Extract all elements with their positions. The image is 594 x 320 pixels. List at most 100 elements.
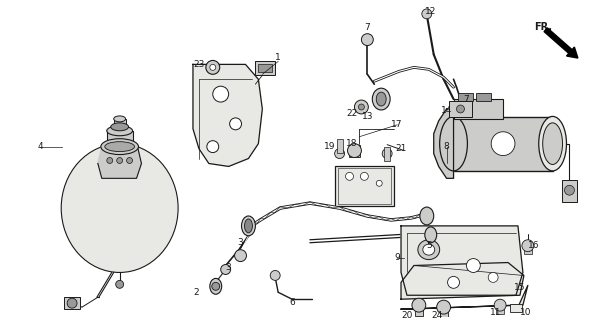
Text: 23: 23 — [193, 60, 204, 69]
Ellipse shape — [420, 207, 434, 225]
Circle shape — [235, 250, 247, 261]
Ellipse shape — [113, 116, 125, 122]
Circle shape — [448, 276, 460, 288]
Circle shape — [212, 282, 220, 290]
Text: 14: 14 — [441, 107, 452, 116]
Circle shape — [382, 148, 392, 158]
Ellipse shape — [110, 123, 128, 131]
Circle shape — [207, 141, 219, 153]
Text: 18: 18 — [346, 139, 357, 148]
Bar — [561, 180, 577, 202]
Text: 5: 5 — [426, 241, 432, 250]
Circle shape — [358, 104, 364, 110]
Ellipse shape — [543, 123, 563, 164]
Bar — [64, 297, 80, 309]
Circle shape — [213, 86, 229, 102]
Polygon shape — [401, 226, 523, 295]
Circle shape — [494, 299, 506, 311]
Text: 24: 24 — [431, 310, 443, 320]
Circle shape — [210, 64, 216, 70]
Ellipse shape — [245, 219, 252, 233]
Ellipse shape — [418, 240, 440, 260]
Polygon shape — [193, 64, 263, 166]
Text: 3: 3 — [226, 263, 232, 272]
Ellipse shape — [107, 126, 132, 136]
Text: 12: 12 — [425, 7, 437, 16]
Bar — [258, 64, 272, 72]
Bar — [510, 304, 522, 312]
Text: 8: 8 — [444, 142, 450, 151]
Bar — [415, 302, 423, 316]
Text: 11: 11 — [491, 308, 502, 316]
Circle shape — [466, 259, 481, 272]
Text: 10: 10 — [520, 308, 532, 316]
Bar — [107, 131, 132, 147]
Ellipse shape — [105, 142, 134, 152]
Bar — [113, 119, 125, 131]
Circle shape — [127, 157, 132, 164]
Circle shape — [334, 148, 345, 158]
Polygon shape — [434, 109, 454, 178]
Ellipse shape — [61, 144, 178, 272]
Text: 15: 15 — [514, 283, 526, 292]
Polygon shape — [401, 285, 528, 309]
Circle shape — [116, 280, 124, 288]
Bar — [255, 61, 275, 75]
Text: 20: 20 — [402, 310, 413, 320]
Text: 16: 16 — [528, 241, 539, 250]
Ellipse shape — [440, 116, 467, 171]
Circle shape — [412, 298, 426, 312]
Text: 9: 9 — [394, 253, 400, 262]
Circle shape — [491, 132, 515, 156]
Bar — [476, 93, 491, 101]
Circle shape — [488, 272, 498, 282]
Bar — [496, 302, 504, 314]
Bar — [454, 99, 503, 119]
Text: 17: 17 — [391, 120, 403, 129]
Circle shape — [355, 100, 368, 114]
Bar — [349, 145, 361, 156]
Text: 22: 22 — [346, 109, 357, 118]
Circle shape — [422, 9, 432, 19]
Circle shape — [221, 265, 230, 275]
Ellipse shape — [242, 216, 255, 236]
Circle shape — [457, 105, 465, 113]
Circle shape — [376, 180, 382, 186]
Text: FR.: FR. — [534, 22, 552, 32]
Circle shape — [361, 172, 368, 180]
Ellipse shape — [210, 278, 222, 294]
Text: 2: 2 — [193, 288, 199, 297]
Text: 7: 7 — [463, 95, 469, 104]
FancyArrow shape — [544, 28, 578, 58]
Circle shape — [230, 118, 242, 130]
Polygon shape — [98, 147, 141, 178]
Bar — [337, 139, 343, 153]
Bar — [459, 93, 473, 101]
Circle shape — [67, 298, 77, 308]
Circle shape — [564, 185, 574, 195]
Bar — [384, 147, 390, 161]
Circle shape — [347, 144, 361, 157]
Bar — [337, 168, 391, 204]
Bar — [454, 117, 552, 172]
Text: 4: 4 — [37, 142, 43, 151]
Circle shape — [437, 300, 451, 314]
Circle shape — [361, 34, 373, 45]
Text: 19: 19 — [324, 142, 336, 151]
Text: 21: 21 — [396, 144, 407, 153]
Bar — [334, 166, 394, 206]
Text: 6: 6 — [289, 298, 295, 307]
Circle shape — [116, 157, 122, 164]
Circle shape — [346, 172, 353, 180]
Text: 7: 7 — [365, 23, 370, 32]
Circle shape — [206, 60, 220, 74]
Text: 3: 3 — [238, 238, 244, 247]
Circle shape — [107, 157, 113, 164]
Text: 1: 1 — [275, 53, 281, 62]
Ellipse shape — [372, 88, 390, 110]
Circle shape — [522, 240, 534, 252]
Bar — [440, 304, 448, 318]
Circle shape — [270, 270, 280, 280]
Ellipse shape — [376, 92, 386, 106]
Ellipse shape — [539, 116, 567, 171]
